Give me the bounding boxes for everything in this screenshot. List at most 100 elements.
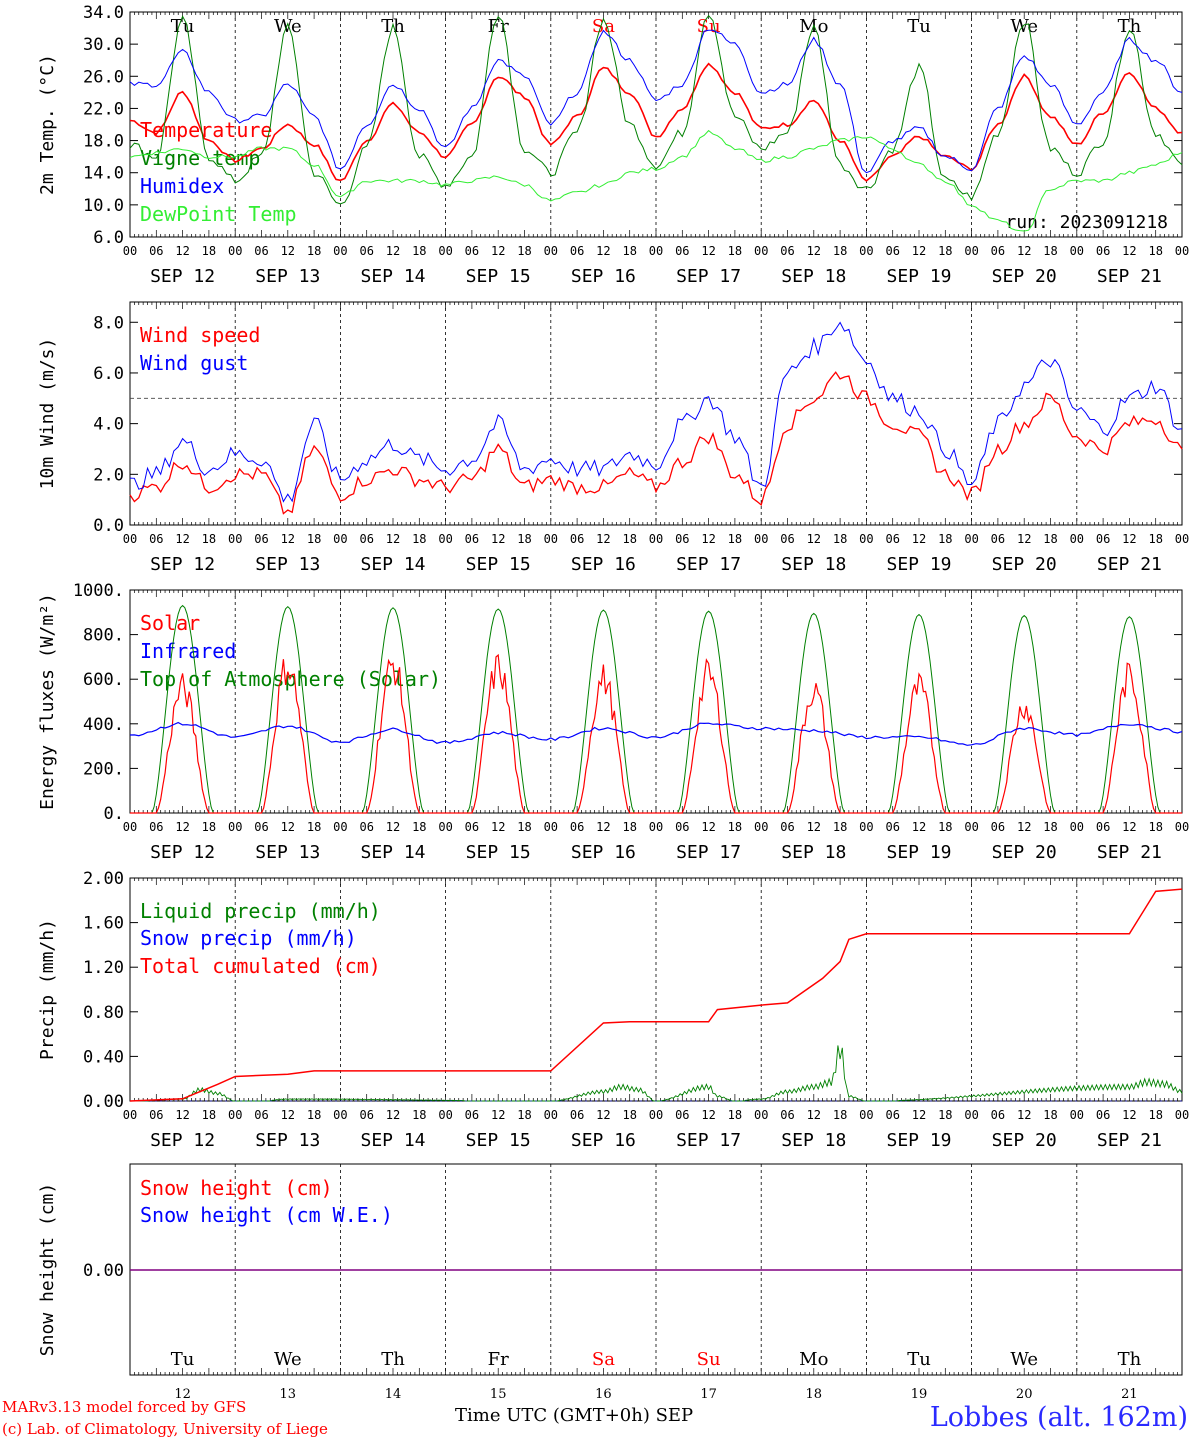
hour-tick-label: 18 [517, 1108, 531, 1122]
y-tick-label: 4.0 [93, 415, 124, 435]
hour-tick-label: 00 [1175, 820, 1189, 834]
hour-tick-label: 00 [649, 820, 663, 834]
y-axis-title: 10m Wind (m/s) [37, 338, 58, 490]
hour-tick-label: 12 [386, 532, 400, 546]
hour-tick-label: 06 [254, 820, 268, 834]
hour-tick-label: 00 [123, 1108, 137, 1122]
legend-entry: Infrared [140, 639, 236, 663]
hour-tick-label: 06 [991, 532, 1005, 546]
hour-tick-label: 00 [964, 1108, 978, 1122]
date-label: SEP 14 [360, 842, 425, 863]
date-label: SEP 14 [360, 1130, 425, 1151]
y-tick-label: 200. [83, 759, 124, 779]
hour-tick-label: 18 [307, 1108, 321, 1122]
hour-tick-label: 00 [123, 820, 137, 834]
hour-tick-label: 18 [622, 244, 636, 258]
y-tick-label: 1000. [73, 581, 124, 601]
hour-tick-label: 00 [544, 244, 558, 258]
hour-tick-label: 18 [622, 532, 636, 546]
hour-tick-label: 06 [675, 532, 689, 546]
date-label: SEP 14 [360, 266, 425, 287]
hour-tick-label: 12 [1122, 244, 1136, 258]
date-label: SEP 15 [466, 554, 531, 575]
hour-tick-label: 06 [359, 244, 373, 258]
hour-tick-label: 06 [1096, 820, 1110, 834]
x-axis-title: Time UTC (GMT+0h) SEP [455, 1405, 694, 1426]
hour-tick-label: 00 [649, 1108, 663, 1122]
hour-tick-label: 06 [991, 820, 1005, 834]
y-tick-label: 800. [83, 626, 124, 646]
hour-tick-label: 18 [728, 1108, 742, 1122]
legend-entry: Liquid precip (mm/h) [140, 899, 381, 923]
series-line-infrared [129, 721, 1183, 746]
date-label: SEP 19 [886, 266, 951, 287]
y-tick-label: 6.0 [93, 228, 124, 248]
day-number-label: 19 [911, 1387, 928, 1402]
hour-tick-label: 06 [465, 244, 479, 258]
hour-tick-label: 00 [438, 532, 452, 546]
date-label: SEP 16 [571, 1130, 636, 1151]
hour-tick-label: 18 [1043, 1108, 1057, 1122]
date-label: SEP 16 [571, 842, 636, 863]
date-label: SEP 13 [255, 1130, 320, 1151]
weekday-label-bottom: Tu [907, 1349, 931, 1370]
weekday-label-bottom: Su [697, 1349, 721, 1370]
date-label: SEP 17 [676, 842, 741, 863]
hour-tick-label: 06 [359, 532, 373, 546]
hour-tick-label: 12 [491, 820, 505, 834]
y-tick-label: 22.0 [83, 99, 124, 119]
lab-credit: (c) Lab. of Climatology, University of L… [2, 1420, 328, 1438]
y-tick-label: 400. [83, 715, 124, 735]
date-label: SEP 21 [1097, 554, 1162, 575]
weekday-label: Tu [171, 16, 195, 37]
hour-tick-label: 18 [728, 820, 742, 834]
date-label: SEP 13 [255, 842, 320, 863]
y-axis-title: Energy fluxes (W/m²) [37, 593, 58, 810]
hour-tick-label: 06 [149, 1108, 163, 1122]
hour-tick-label: 12 [386, 244, 400, 258]
model-credit: MARv3.13 model forced by GFS [2, 1398, 247, 1416]
date-label: SEP 19 [886, 554, 951, 575]
hour-tick-label: 00 [228, 820, 242, 834]
hour-tick-label: 18 [517, 820, 531, 834]
day-number-label: 21 [1121, 1387, 1138, 1402]
y-tick-label: 2.0 [93, 465, 124, 485]
hour-tick-label: 12 [491, 532, 505, 546]
hour-tick-label: 06 [780, 532, 794, 546]
hour-tick-label: 18 [412, 244, 426, 258]
hour-tick-label: 06 [780, 244, 794, 258]
hour-tick-label: 00 [649, 532, 663, 546]
y-tick-label: 0.80 [83, 1003, 124, 1023]
hour-tick-label: 12 [1122, 820, 1136, 834]
hour-tick-label: 12 [1017, 1108, 1031, 1122]
weekday-label-bottom: Tu [171, 1349, 195, 1370]
y-tick-label: 10.0 [83, 196, 124, 216]
hour-tick-label: 12 [912, 820, 926, 834]
hour-tick-label: 06 [780, 1108, 794, 1122]
hour-tick-label: 12 [807, 820, 821, 834]
weekday-label-bottom: Th [1118, 1349, 1142, 1370]
hour-tick-label: 12 [596, 1108, 610, 1122]
hour-tick-label: 06 [1096, 244, 1110, 258]
weekday-label-bottom: Fr [488, 1349, 509, 1370]
hour-tick-label: 12 [1017, 820, 1031, 834]
hour-tick-label: 00 [964, 532, 978, 546]
series-line-toa-solar [130, 604, 1182, 814]
legend-entry: Snow precip (mm/h) [140, 926, 357, 950]
hour-tick-label: 00 [123, 244, 137, 258]
date-label: SEP 13 [255, 554, 320, 575]
hour-tick-label: 12 [596, 532, 610, 546]
legend-entry: Wind speed [140, 323, 260, 347]
date-label: SEP 20 [992, 266, 1057, 287]
hour-tick-label: 18 [728, 532, 742, 546]
hour-tick-label: 12 [912, 1108, 926, 1122]
hour-tick-label: 12 [596, 244, 610, 258]
hour-tick-label: 18 [1148, 244, 1162, 258]
hour-tick-label: 00 [1070, 820, 1084, 834]
hour-tick-label: 06 [359, 1108, 373, 1122]
day-number-label: 17 [700, 1387, 717, 1402]
hour-tick-label: 06 [885, 244, 899, 258]
hour-tick-label: 00 [228, 1108, 242, 1122]
weekday-label: We [274, 16, 302, 37]
